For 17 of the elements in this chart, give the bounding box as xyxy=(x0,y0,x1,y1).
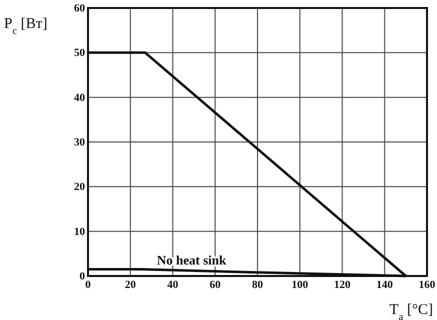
y-tick-label: 10 xyxy=(74,226,86,238)
y-tick-label: 30 xyxy=(74,136,86,149)
x-tick-label: 20 xyxy=(124,278,136,291)
y-tick-label: 60 xyxy=(74,2,86,15)
x-tick-label: 60 xyxy=(210,278,222,291)
x-axis-title: T$_{a}$ [°C] xyxy=(389,302,433,320)
x-tick-label: 40 xyxy=(167,278,179,291)
x-tick-label: 160 xyxy=(418,278,436,291)
x-tick-label: 120 xyxy=(334,278,351,291)
y-tick-label: 50 xyxy=(74,47,86,60)
y-tick-label: 20 xyxy=(74,181,86,194)
y-axis-title: P$_{c}$ [Вт] xyxy=(4,16,48,36)
x-tick-label: 100 xyxy=(292,278,309,291)
x-tick-label: 140 xyxy=(376,278,394,291)
x-tick-label: 80 xyxy=(252,278,264,291)
y-tick-label: 40 xyxy=(74,92,86,104)
y-tick-label: 0 xyxy=(80,270,86,283)
